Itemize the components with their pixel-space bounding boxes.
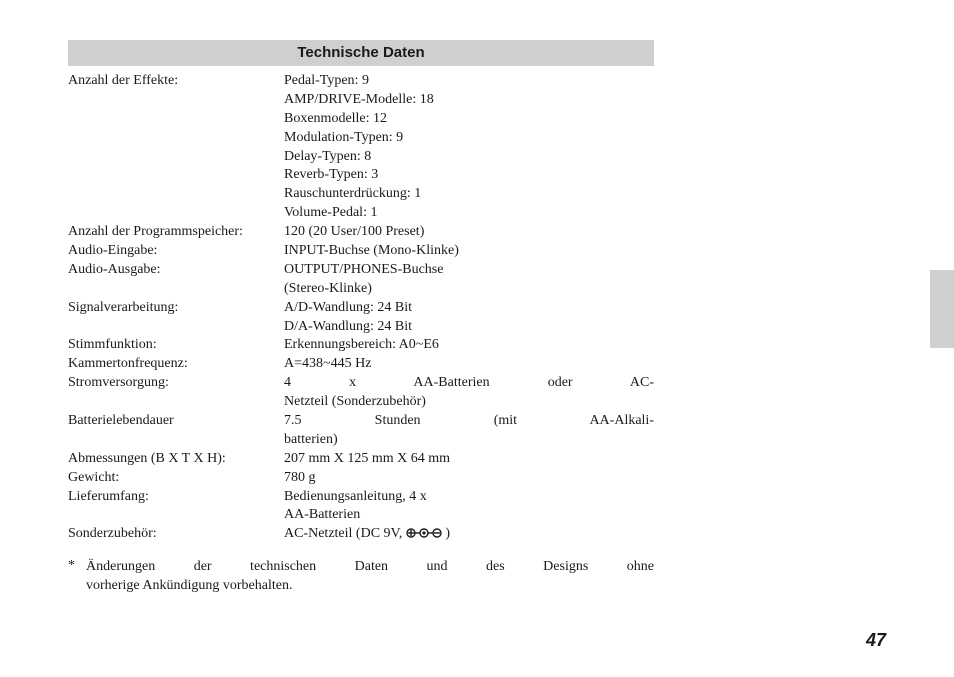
spec-row: Signalverarbeitung:A/D-Wandlung: 24 BitD… xyxy=(68,299,654,337)
spec-value-line: D/A-Wandlung: 24 Bit xyxy=(284,318,654,337)
spec-label: Gewicht: xyxy=(68,469,284,488)
spec-value-line: Reverb-Typen: 3 xyxy=(284,166,654,185)
spec-row: Audio-Ausgabe:OUTPUT/PHONES-Buchse(Stere… xyxy=(68,261,654,299)
spec-value: Erkennungsbereich: A0~E6 xyxy=(284,336,654,355)
footnote-marker: * xyxy=(68,558,86,596)
spec-value-line: Delay-Typen: 8 xyxy=(284,148,654,167)
spec-value-line: Rauschunterdrückung: 1 xyxy=(284,185,654,204)
spec-row: Anzahl der Effekte:Pedal-Typen: 9AMP/DRI… xyxy=(68,72,654,223)
spec-label: Stromversorgung: xyxy=(68,374,284,393)
spec-value-line: Volume-Pedal: 1 xyxy=(284,204,654,223)
document-page: Technische Daten Anzahl der Effekte:Peda… xyxy=(0,0,954,677)
spec-row: Stimmfunktion:Erkennungsbereich: A0~E6 xyxy=(68,336,654,355)
footnote-line: Änderungen der technischen Daten und des… xyxy=(86,558,654,577)
spec-value-line: AMP/DRIVE-Modelle: 18 xyxy=(284,91,654,110)
spec-label: Audio-Eingabe: xyxy=(68,242,284,261)
spec-value-line: (Stereo-Klinke) xyxy=(284,280,654,299)
section-title-bar: Technische Daten xyxy=(68,40,654,66)
spec-value: A=438~445 Hz xyxy=(284,355,654,374)
spec-value-line: Pedal-Typen: 9 xyxy=(284,72,654,91)
spec-row: Abmessungen (B X T X H):207 mm X 125 mm … xyxy=(68,450,654,469)
spec-value: 120 (20 User/100 Preset) xyxy=(284,223,654,242)
side-thumb-tab xyxy=(930,270,954,348)
spec-row: Batterielebendauer7.5 Stunden (mit AA-Al… xyxy=(68,412,654,450)
spec-row: Audio-Eingabe:INPUT-Buchse (Mono-Klinke) xyxy=(68,242,654,261)
spec-value-line: Modulation-Typen: 9 xyxy=(284,129,654,148)
spec-row: Stromversorgung:4 x AA-Batterien oder AC… xyxy=(68,374,654,412)
spec-value: 780 g xyxy=(284,469,654,488)
spec-value: 4 x AA-Batterien oder AC-Netzteil (Sonde… xyxy=(284,374,654,412)
spec-value-line: 780 g xyxy=(284,469,654,488)
spec-value-line: 4 x AA-Batterien oder AC- xyxy=(284,374,654,393)
spec-value: 7.5 Stunden (mit AA-Alkali-batterien) xyxy=(284,412,654,450)
spec-value: Bedienungsanleitung, 4 xAA-Batterien xyxy=(284,488,654,526)
footnote-line: vorherige Ankündigung vorbehalten. xyxy=(86,577,654,596)
spec-value-line: INPUT-Buchse (Mono-Klinke) xyxy=(284,242,654,261)
section-title: Technische Daten xyxy=(297,44,424,61)
spec-row: Kammertonfrequenz:A=438~445 Hz xyxy=(68,355,654,374)
spec-value-line: AA-Batterien xyxy=(284,506,654,525)
dc-polarity-center-negative-icon xyxy=(406,526,442,541)
spec-value: AC-Netzteil (DC 9V, ) xyxy=(284,525,654,544)
spec-label: Anzahl der Effekte: xyxy=(68,72,284,91)
spec-value-line: 207 mm X 125 mm X 64 mm xyxy=(284,450,654,469)
spec-label: Anzahl der Programmspeicher: xyxy=(68,223,284,242)
spec-value: OUTPUT/PHONES-Buchse(Stereo-Klinke) xyxy=(284,261,654,299)
spec-row: Lieferumfang:Bedienungsanleitung, 4 xAA-… xyxy=(68,488,654,526)
spec-value: A/D-Wandlung: 24 BitD/A-Wandlung: 24 Bit xyxy=(284,299,654,337)
spec-table: Anzahl der Effekte:Pedal-Typen: 9AMP/DRI… xyxy=(68,72,654,544)
spec-value-line: A/D-Wandlung: 24 Bit xyxy=(284,299,654,318)
spec-value-line: 120 (20 User/100 Preset) xyxy=(284,223,654,242)
spec-value-line: batterien) xyxy=(284,431,654,450)
spec-value: INPUT-Buchse (Mono-Klinke) xyxy=(284,242,654,261)
spec-value-line: Netzteil (Sonderzubehör) xyxy=(284,393,654,412)
spec-value: 207 mm X 125 mm X 64 mm xyxy=(284,450,654,469)
spec-label: Lieferumfang: xyxy=(68,488,284,507)
spec-label: Signalverarbeitung: xyxy=(68,299,284,318)
footnote: * Änderungen der technischen Daten und d… xyxy=(68,558,654,596)
spec-label: Batterielebendauer xyxy=(68,412,284,431)
spec-row: Anzahl der Programmspeicher:120 (20 User… xyxy=(68,223,654,242)
spec-value-line: Boxenmodelle: 12 xyxy=(284,110,654,129)
spec-label: Kammertonfrequenz: xyxy=(68,355,284,374)
footnote-text: Änderungen der technischen Daten und des… xyxy=(86,558,654,596)
spec-value-line: Bedienungsanleitung, 4 x xyxy=(284,488,654,507)
spec-value-line: Erkennungsbereich: A0~E6 xyxy=(284,336,654,355)
page-number: 47 xyxy=(866,630,886,651)
spec-label: Stimmfunktion: xyxy=(68,336,284,355)
spec-label: Audio-Ausgabe: xyxy=(68,261,284,280)
spec-label: Abmessungen (B X T X H): xyxy=(68,450,284,469)
spec-label: Sonderzubehör: xyxy=(68,525,284,544)
spec-value-line: 7.5 Stunden (mit AA-Alkali- xyxy=(284,412,654,431)
spec-value-line: AC-Netzteil (DC 9V, ) xyxy=(284,525,654,544)
spec-value-line: OUTPUT/PHONES-Buchse xyxy=(284,261,654,280)
spec-value: Pedal-Typen: 9AMP/DRIVE-Modelle: 18Boxen… xyxy=(284,72,654,223)
spec-row: Gewicht:780 g xyxy=(68,469,654,488)
spec-value-line: A=438~445 Hz xyxy=(284,355,654,374)
spec-row: Sonderzubehör: AC-Netzteil (DC 9V, ) xyxy=(68,525,654,544)
